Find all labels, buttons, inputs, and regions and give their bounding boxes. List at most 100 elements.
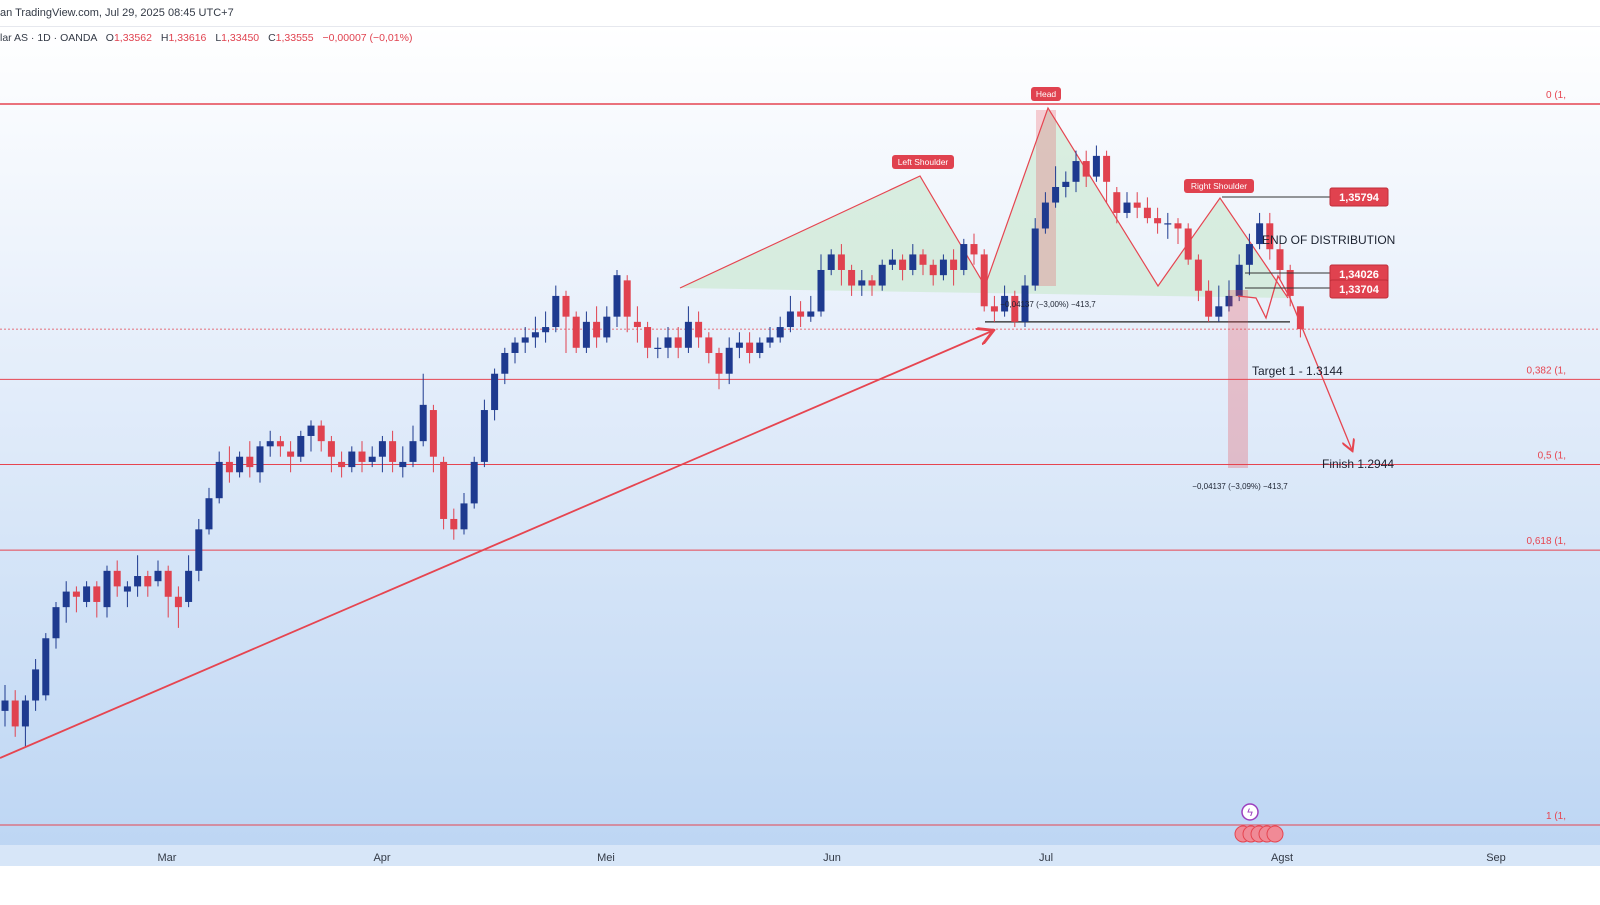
- candle: [797, 301, 805, 328]
- candle: [368, 446, 376, 468]
- left-shoulder-label: Left Shoulder: [892, 155, 954, 169]
- candle: [654, 337, 662, 359]
- candle-body: [960, 244, 968, 270]
- candle-body: [593, 321, 601, 338]
- candle-body: [715, 352, 723, 374]
- candle: [878, 259, 886, 291]
- candle-body: [542, 327, 550, 333]
- candle-body: [1143, 207, 1151, 219]
- candle-body: [786, 311, 794, 328]
- candle-body: [899, 259, 907, 270]
- candle-body: [613, 275, 621, 317]
- candle-body: [236, 456, 244, 473]
- candle: [1041, 192, 1049, 234]
- candle: [644, 321, 652, 359]
- candle-body: [746, 342, 754, 353]
- left-shoulder-label-bg: [892, 155, 954, 169]
- candle: [32, 659, 40, 711]
- candle: [103, 565, 111, 618]
- pattern-outline: [679, 106, 1289, 299]
- candle-body: [837, 254, 845, 270]
- attribution-bar: an TradingView.com, Jul 29, 2025 08:45 U…: [0, 0, 1600, 27]
- candle-body: [1225, 295, 1233, 307]
- candle-body: [858, 280, 866, 286]
- candle-body: [11, 700, 19, 727]
- candle-body: [1174, 223, 1182, 229]
- measure1-text: −0,04137 (−3,00%) −413,7: [1000, 300, 1096, 309]
- candle: [154, 560, 162, 587]
- candle: [307, 420, 315, 452]
- x-tick-label: Agst: [1271, 852, 1293, 864]
- candle-body: [817, 269, 825, 312]
- candle: [185, 555, 193, 608]
- candle-body: [909, 254, 917, 270]
- candle: [531, 316, 539, 348]
- candle-body: [1092, 155, 1100, 177]
- candle-body: [766, 337, 774, 343]
- end-of-distribution-text: END OF DISTRIBUTION: [1262, 233, 1395, 247]
- candle-body: [695, 321, 703, 338]
- candle-body: [93, 586, 101, 602]
- candle-body: [103, 570, 111, 608]
- candle-body: [348, 451, 356, 468]
- candle: [236, 451, 244, 478]
- candle: [542, 311, 550, 343]
- close-label: C: [268, 32, 276, 44]
- candle-body: [32, 669, 40, 701]
- candle-body: [1296, 306, 1304, 330]
- candle-body: [1256, 223, 1264, 245]
- candle-body: [62, 591, 70, 608]
- candle-body: [1205, 290, 1213, 317]
- candle-body: [878, 264, 886, 286]
- fib-level-label-0.382: 0,382 (1,: [1527, 365, 1566, 376]
- candle-body: [307, 425, 315, 436]
- candle-body: [562, 295, 570, 317]
- candle: [603, 306, 611, 343]
- candle-body: [144, 576, 152, 587]
- open-label: O: [105, 32, 114, 44]
- candle: [1113, 186, 1121, 224]
- flash-icon-glyph: ϟ: [1247, 807, 1253, 819]
- candle: [144, 570, 152, 597]
- candle: [440, 456, 448, 530]
- candle-body: [409, 441, 417, 462]
- event-icons: ϟ: [1234, 803, 1284, 843]
- candle-body: [1245, 244, 1253, 265]
- candle-body: [327, 441, 335, 457]
- projection-zigzag: [1237, 274, 1291, 320]
- candle: [317, 420, 325, 452]
- candle-body: [919, 254, 927, 265]
- candle: [593, 306, 601, 348]
- candle: [205, 487, 213, 535]
- candle-body: [154, 570, 162, 582]
- candle: [990, 295, 998, 322]
- candle-body: [633, 321, 641, 328]
- candle: [1031, 218, 1039, 291]
- price-tag-text: 1,33704: [1339, 284, 1380, 296]
- candle: [1154, 207, 1162, 234]
- right-shoulder-label-bg: [1184, 179, 1254, 193]
- calendar-flag-icon: [1266, 825, 1284, 843]
- fib-level-label-0.5: 0,5 (1,: [1538, 451, 1566, 462]
- candle: [1205, 280, 1213, 322]
- candle: [52, 601, 60, 649]
- candle: [1123, 192, 1131, 219]
- candle: [776, 316, 784, 343]
- candle-body: [970, 244, 978, 255]
- bottom-strip: [0, 866, 1600, 900]
- candle-body: [1194, 259, 1202, 291]
- candle-body: [521, 337, 529, 343]
- candle: [888, 249, 896, 270]
- x-tick-label: Mar: [158, 852, 177, 864]
- ohlc-legend: lar AS · 1D · OANDA O1,33562 H1,33616 L1…: [0, 32, 412, 44]
- head-and-shoulders-pattern: [679, 106, 1290, 323]
- candle-body: [195, 529, 203, 571]
- candle-body: [134, 576, 142, 587]
- candle-body: [939, 259, 947, 276]
- fib-level-label-1: 1 (1,: [1546, 811, 1566, 822]
- target-measure-band: [1228, 290, 1248, 468]
- x-axis: Mar Apr Mei Jun Jul Agst Sep: [0, 845, 1600, 866]
- fib-level-label-0: 0 (1,: [1546, 90, 1566, 101]
